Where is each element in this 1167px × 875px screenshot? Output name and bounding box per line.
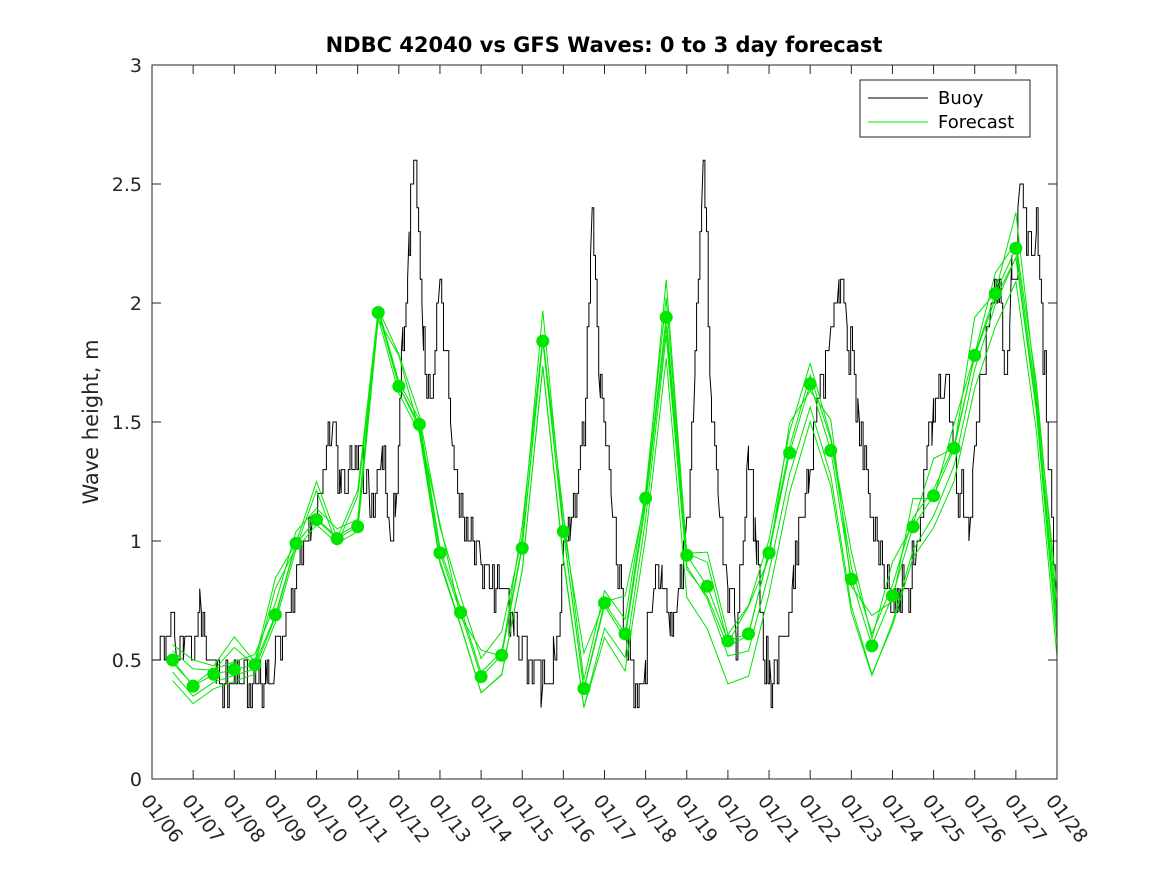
- y-axis-label: Wave height, m: [79, 339, 103, 504]
- y-tick-label: 2.5: [112, 174, 142, 196]
- forecast-marker: [330, 532, 344, 546]
- forecast-marker: [186, 679, 200, 693]
- forecast-marker: [639, 491, 653, 505]
- forecast-marker: [248, 658, 262, 672]
- forecast-marker: [741, 627, 755, 641]
- axis-ticks: [151, 64, 1058, 780]
- y-tick-label: 1: [130, 531, 142, 553]
- forecast-marker: [968, 348, 982, 362]
- y-tick-labels: 0 0.5 1 1.5 2 2.5 3: [112, 55, 142, 791]
- plot-frame: [151, 64, 1058, 780]
- legend-box: [859, 79, 1031, 138]
- forecast-marker: [412, 417, 426, 431]
- forecast-series-line: [172, 255, 1058, 708]
- forecast-marker: [392, 379, 406, 393]
- legend-buoy-label: Buoy: [938, 88, 984, 109]
- forecast-marker: [906, 520, 920, 534]
- forecast-marker: [536, 334, 550, 348]
- forecast-marker: [556, 524, 570, 538]
- buoy-series-line: [151, 159, 1058, 709]
- forecast-marker: [310, 513, 324, 527]
- y-tick-label: 2: [130, 293, 142, 315]
- forecast-marker: [700, 579, 714, 593]
- forecast-marker: [433, 546, 447, 560]
- y-tick-label: 0.5: [112, 650, 142, 672]
- legend-forecast-label: Forecast: [938, 112, 1014, 133]
- forecast-marker: [865, 639, 879, 653]
- forecast-marker: [289, 536, 303, 550]
- y-tick-label: 1.5: [112, 412, 142, 434]
- forecast-marker: [598, 596, 611, 610]
- forecast-marker: [988, 286, 1002, 300]
- forecast-marker: [371, 306, 385, 320]
- forecast-marker: [166, 653, 180, 667]
- y-tick-label: 0: [130, 769, 142, 791]
- forecast-marker: [351, 520, 365, 534]
- legend: Buoy Forecast: [859, 79, 1031, 138]
- forecast-marker: [762, 546, 776, 560]
- forecast-marker: [207, 667, 221, 681]
- forecast-marker: [885, 589, 899, 603]
- forecast-marker: [927, 489, 941, 503]
- forecast-marker: [1009, 241, 1023, 255]
- forecast-marker: [844, 572, 858, 586]
- forecast-marker: [577, 682, 591, 696]
- forecast-marker: [947, 441, 961, 455]
- forecast-marker: [618, 627, 632, 641]
- forecast-marker: [680, 548, 694, 562]
- forecast-marker: [474, 670, 488, 684]
- forecast-marker: [721, 634, 735, 648]
- chart-title: NDBC 42040 vs GFS Waves: 0 to 3 day fore…: [326, 33, 883, 57]
- forecast-marker: [803, 377, 817, 391]
- forecast-marker: [659, 310, 673, 324]
- forecast-series-line: [172, 240, 1058, 680]
- forecast-marker: [515, 541, 529, 555]
- forecast-marker: [227, 663, 241, 677]
- forecast-marker: [268, 608, 282, 622]
- forecast-marker: [783, 446, 797, 460]
- series-layer: [151, 159, 1058, 709]
- forecast-marker: [495, 648, 509, 662]
- forecast-marker: [824, 444, 838, 458]
- y-tick-label: 3: [130, 55, 142, 77]
- forecast-marker: [454, 605, 468, 619]
